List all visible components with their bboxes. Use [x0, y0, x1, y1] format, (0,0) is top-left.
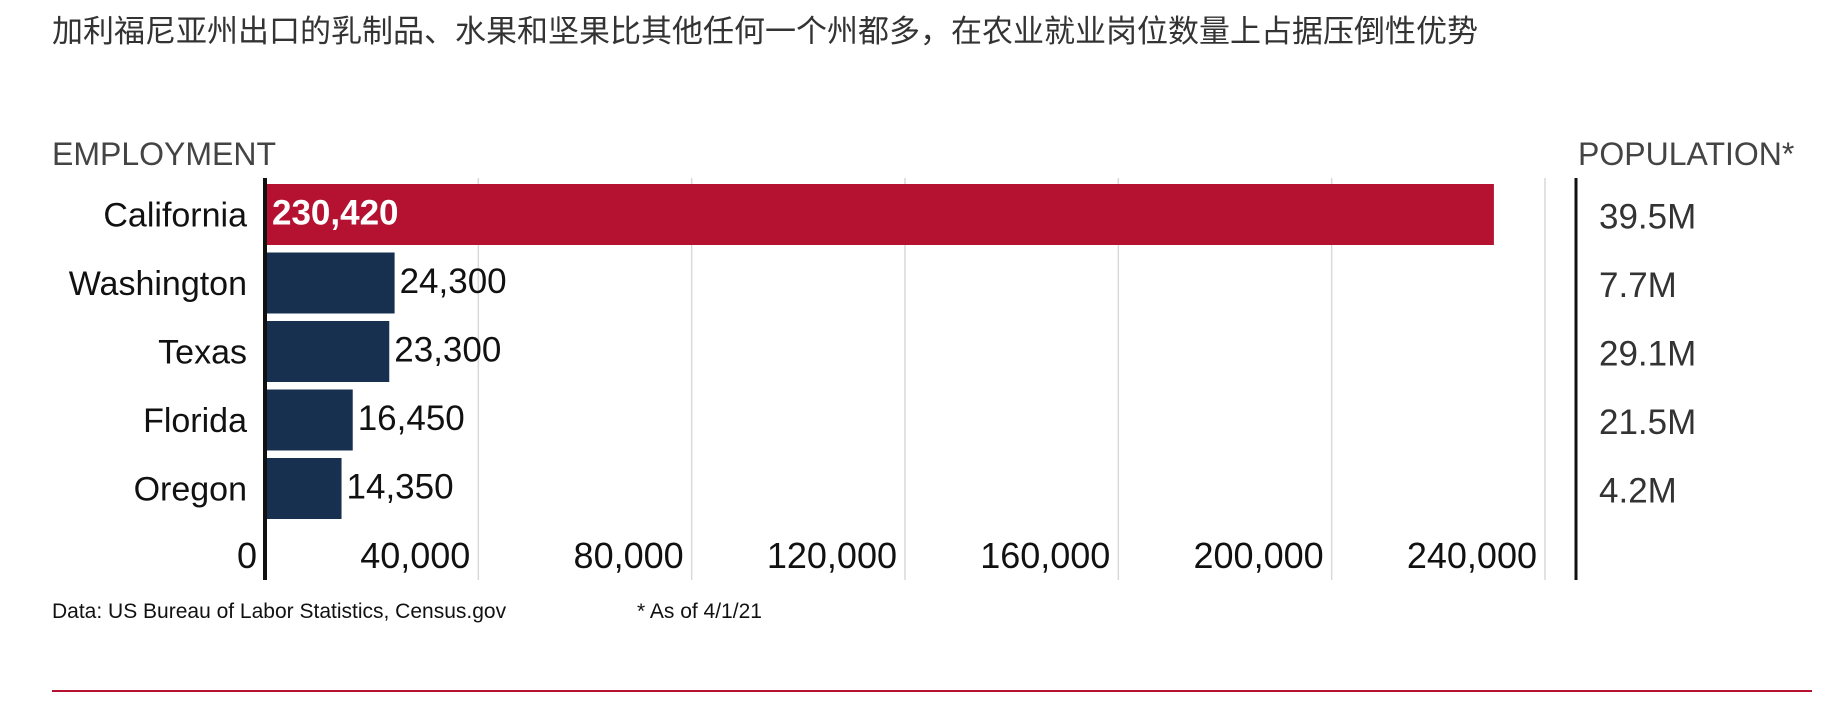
- category-label: California: [103, 197, 247, 235]
- source-note: Data: US Bureau of Labor Statistics, Cen…: [52, 600, 507, 623]
- population-header: POPULATION*: [1578, 136, 1794, 172]
- x-tick-label: 160,000: [980, 535, 1110, 576]
- population-value: 7.7M: [1599, 266, 1677, 305]
- category-label: Florida: [143, 402, 247, 440]
- bars: [265, 184, 1494, 519]
- x-axis-title: EMPLOYMENT: [52, 136, 276, 172]
- category-label: Texas: [158, 334, 247, 372]
- bar-california: [265, 184, 1494, 245]
- value-label: 230,420: [272, 194, 399, 233]
- population-value: 39.5M: [1599, 198, 1696, 237]
- bar-oregon: [265, 458, 342, 519]
- x-tick-label: 120,000: [767, 535, 897, 576]
- population-value: 4.2M: [1599, 472, 1677, 511]
- x-tick-label: 240,000: [1407, 535, 1537, 576]
- x-tick-label: 0: [237, 535, 257, 576]
- x-tick-label: 80,000: [574, 535, 684, 576]
- population-value: 29.1M: [1599, 335, 1696, 374]
- bar-washington: [265, 252, 395, 314]
- category-label: Oregon: [134, 471, 247, 509]
- value-label: 24,300: [400, 262, 507, 301]
- value-label: 14,350: [347, 468, 454, 507]
- bar-florida: [265, 389, 353, 451]
- x-tick-label: 200,000: [1194, 535, 1324, 576]
- value-label: 16,450: [358, 399, 465, 438]
- bar-texas: [265, 321, 390, 382]
- population-value: 21.5M: [1599, 403, 1696, 442]
- bottom-rule: [52, 690, 1812, 692]
- category-label: Washington: [69, 265, 247, 303]
- x-tick-label: 40,000: [360, 535, 470, 576]
- value-label: 23,300: [394, 331, 501, 370]
- chart-headline: 加利福尼亚州出口的乳制品、水果和坚果比其他任何一个州都多，在农业就业岗位数量上占…: [52, 14, 1478, 50]
- date-note: * As of 4/1/21: [637, 600, 762, 623]
- labels: 0 40,000 80,000 120,000 160,000 200,000 240,00…: [69, 194, 1697, 577]
